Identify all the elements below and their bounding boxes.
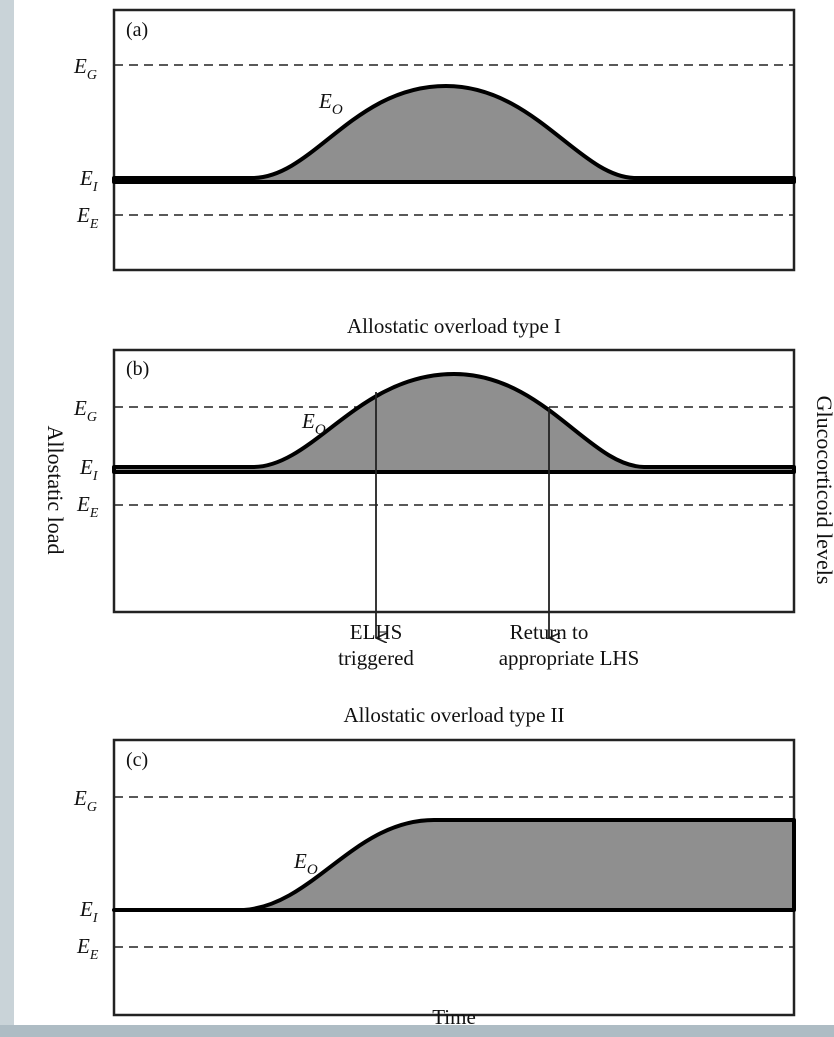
arrow-labels: ELHS triggered Return to appropriate LHS	[338, 620, 639, 670]
panel-b-frame	[112, 348, 796, 614]
eo-label-c: EO	[293, 849, 318, 878]
panel-c: (c) EO EG EI EE	[73, 738, 796, 1017]
panel-b-tag: (b)	[126, 358, 149, 380]
x-axis-label: Time	[432, 1005, 476, 1025]
right-axis-label: Glucocorticoid levels	[812, 396, 834, 585]
return-label-line2: appropriate LHS	[499, 646, 640, 670]
elhs-label-line1: ELHS	[350, 620, 403, 644]
ee-label-c: EE	[76, 934, 99, 963]
eo-label-b: EO	[301, 409, 326, 438]
ee-label-a: EE	[76, 203, 99, 232]
y-axis-label: Allostatic load	[43, 426, 68, 555]
eo-curve-c	[112, 818, 796, 912]
ei-label-b: EI	[79, 455, 99, 484]
panel-a-tag: (a)	[126, 19, 148, 41]
panel-a: (a) EO EG EI EE	[73, 8, 796, 272]
eo-label-a: EO	[318, 89, 343, 118]
figure-canvas: (a) EO EG EI EE Allostatic overload type…	[14, 0, 834, 1029]
panel-b: (b) EO EG EI EE	[73, 348, 796, 638]
allostatic-load-diagram: (a) EO EG EI EE Allostatic overload type…	[43, 8, 834, 1029]
panel-b-title: Allostatic overload type I	[347, 314, 561, 338]
panel-c-title: Allostatic overload type II	[343, 703, 564, 727]
ei-label-c: EI	[79, 897, 99, 926]
elhs-label-line2: triggered	[338, 646, 414, 670]
panel-a-frame	[112, 8, 796, 272]
eo-sub-a: O	[332, 102, 343, 118]
window-bottom-bar	[0, 1025, 834, 1037]
eg-label-b: EG	[73, 396, 97, 425]
eo-curve-b	[112, 372, 796, 474]
eo-curve-a	[112, 84, 796, 184]
eg-label-a: EG	[73, 54, 97, 83]
ei-label-a: EI	[79, 166, 99, 195]
ee-label-b: EE	[76, 492, 99, 521]
eg-label-c: EG	[73, 786, 97, 815]
eo-letter-a: E	[318, 89, 332, 113]
panel-c-tag: (c)	[126, 749, 148, 771]
return-label-line1: Return to	[510, 620, 589, 644]
